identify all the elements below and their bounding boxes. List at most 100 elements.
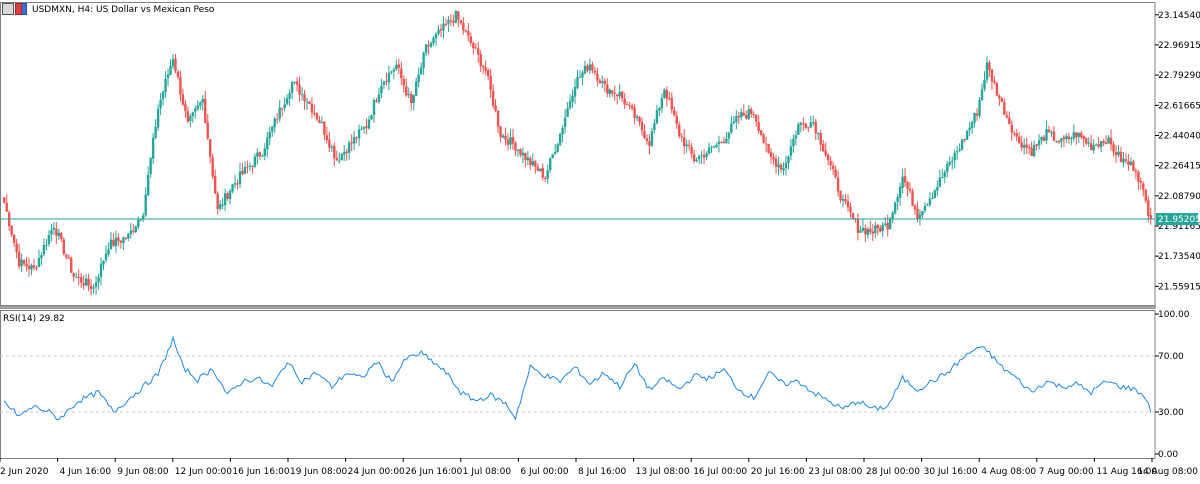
candle <box>1124 153 1128 164</box>
candle-body <box>826 154 830 161</box>
candle-body <box>104 253 108 261</box>
candle-body <box>697 156 701 160</box>
candle-body <box>963 138 966 140</box>
candle-body <box>653 123 656 131</box>
candle-body <box>236 183 239 185</box>
candle-body <box>571 95 574 103</box>
candle-body <box>256 152 259 157</box>
candle-body <box>288 93 291 99</box>
candle <box>266 131 269 158</box>
candle <box>501 133 505 139</box>
candle <box>248 162 252 171</box>
candle-body <box>139 219 142 221</box>
candle <box>524 152 527 168</box>
candle <box>134 225 137 234</box>
candle-body <box>156 108 160 128</box>
candle-body <box>983 79 986 89</box>
candle-body <box>395 64 398 70</box>
candle <box>367 115 371 130</box>
candle-body <box>343 151 346 155</box>
candle-body <box>946 164 949 172</box>
candle <box>92 284 95 295</box>
candle-body <box>75 276 78 278</box>
candle <box>1045 120 1048 144</box>
candle-body <box>506 139 510 145</box>
candle-body <box>491 90 495 106</box>
candle <box>67 254 70 260</box>
candle <box>697 155 701 165</box>
candle <box>439 23 443 38</box>
candle-body <box>514 142 517 151</box>
candle-body <box>953 152 956 161</box>
candle-body <box>362 126 366 129</box>
candle-body <box>45 244 48 246</box>
candle <box>1094 143 1098 146</box>
candle-body <box>777 164 780 168</box>
candle <box>32 258 36 271</box>
candle-body <box>1065 135 1068 140</box>
candle <box>759 129 763 136</box>
candle <box>546 164 549 184</box>
candle-body <box>936 187 939 191</box>
candle-body <box>305 101 309 103</box>
candle <box>42 238 46 257</box>
candle-body <box>323 121 326 135</box>
candle <box>184 99 187 118</box>
candle <box>1003 98 1006 116</box>
candle <box>60 231 63 243</box>
candle <box>104 245 108 263</box>
candle <box>52 221 56 235</box>
candle-body <box>1112 144 1115 152</box>
candle-body <box>583 65 587 74</box>
candle-body <box>285 98 289 104</box>
candle <box>213 169 217 195</box>
candle <box>494 99 497 113</box>
candle-body <box>951 160 954 163</box>
candle <box>861 219 865 233</box>
candle <box>462 17 465 35</box>
time-tick-label: 13 Jul 08:00 <box>636 467 690 477</box>
candle-body <box>77 276 80 278</box>
candle-body <box>199 102 202 106</box>
candle-body <box>328 139 331 148</box>
candle-body <box>596 73 599 81</box>
candle-body <box>114 237 118 247</box>
candle-body <box>1087 142 1090 144</box>
candle <box>251 165 254 174</box>
candle-body <box>1027 147 1031 149</box>
candle <box>628 101 631 110</box>
candle-body <box>360 128 363 130</box>
candle-body <box>874 225 877 234</box>
candle-body <box>303 94 306 102</box>
candle-body <box>573 86 577 97</box>
candle-body <box>146 174 150 196</box>
candle-body <box>184 104 187 112</box>
candle-body <box>365 126 368 128</box>
candle-body <box>638 116 641 123</box>
candle <box>943 169 946 184</box>
price-tick-label: 21.91165 <box>1158 222 1200 232</box>
current-price-label: 21.95205 <box>1158 215 1200 225</box>
candle <box>906 180 909 197</box>
candle <box>491 83 495 109</box>
candle-body <box>784 162 788 169</box>
candle-body <box>472 42 475 49</box>
candle-body <box>496 110 500 127</box>
candle-body <box>248 165 252 167</box>
candle-body <box>710 146 713 148</box>
candle-body <box>333 145 336 159</box>
candle-body <box>817 133 820 135</box>
candle <box>578 69 582 78</box>
candle-body <box>563 117 567 128</box>
candle-body <box>814 122 817 134</box>
candle <box>941 169 944 179</box>
candle <box>1112 141 1115 157</box>
candle <box>993 76 996 85</box>
candle-body <box>107 249 110 255</box>
candle-body <box>444 23 448 25</box>
candle <box>757 115 760 134</box>
candle <box>692 149 696 164</box>
candle-body <box>1082 136 1085 139</box>
candle-body <box>268 131 271 139</box>
